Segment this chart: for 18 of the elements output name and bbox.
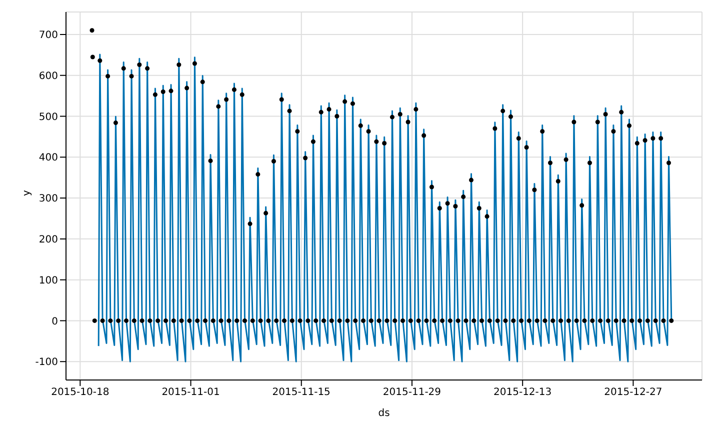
x-tick-label: 2015-11-29 xyxy=(382,387,442,398)
x-tick-label: 2015-11-01 xyxy=(162,387,220,398)
y-tick-label: 500 xyxy=(38,112,58,123)
line-series xyxy=(98,54,672,362)
x-tick-label: 2015-10-18 xyxy=(51,387,110,398)
y-tick-label: -100 xyxy=(35,357,58,368)
y-tick-label: 300 xyxy=(38,194,58,205)
y-tick-label: 200 xyxy=(38,234,58,246)
y-tick-label: 700 xyxy=(38,30,58,42)
x-tick-label: 2015-12-27 xyxy=(604,387,662,398)
x-tick-label: 2015-12-13 xyxy=(494,387,552,398)
x-axis-title: ds xyxy=(378,408,390,419)
y-tick-label: 600 xyxy=(38,70,58,82)
y-tick-label: 400 xyxy=(38,152,58,164)
y-tick-label: 0 xyxy=(52,316,58,328)
y-tick-label: 100 xyxy=(38,275,58,286)
y-axis-title: y xyxy=(22,190,33,196)
x-tick-label: 2015-11-15 xyxy=(272,387,330,398)
